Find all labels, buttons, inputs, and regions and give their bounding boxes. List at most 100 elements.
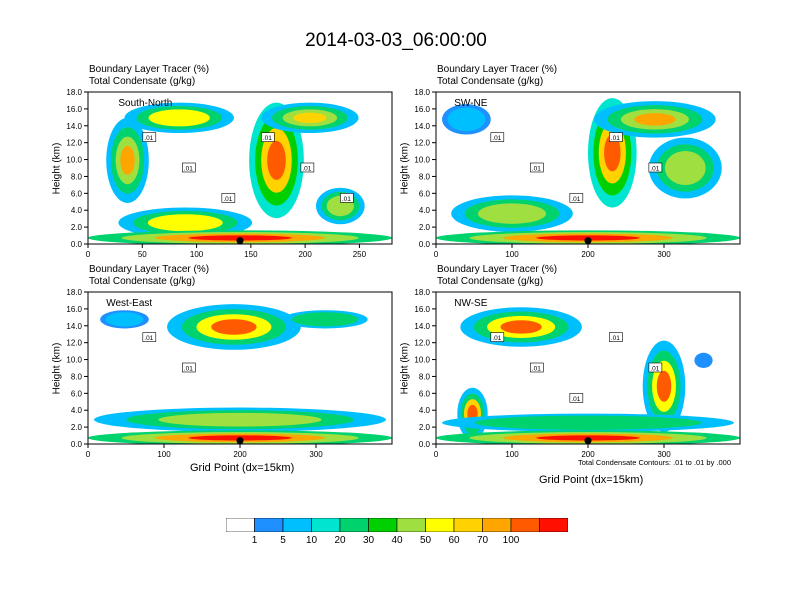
colorbar-swatch xyxy=(254,518,284,532)
tracer-region xyxy=(158,412,322,427)
tracer-region xyxy=(656,370,672,402)
colorbar xyxy=(226,518,568,532)
x-tick-label: 200 xyxy=(233,450,247,459)
colorbar-swatch xyxy=(539,518,568,532)
contour-label: .01 xyxy=(342,196,351,203)
colorbar-label: 50 xyxy=(419,535,432,546)
panel-sw-ne: 0.0 2.0 4.0 6.0 8.0 10.0 12.0 14.0 16.0 18.0 0 100 2… xyxy=(414,88,741,259)
x-tick-label: 0 xyxy=(434,450,439,459)
colorbar-label: 30 xyxy=(362,535,375,546)
panel-label: SW-NE xyxy=(454,98,487,109)
x-tick-label: 300 xyxy=(657,250,671,259)
y-tick-label: 18.0 xyxy=(414,88,430,97)
contour-label: .01 xyxy=(184,366,193,373)
x-tick-label: 100 xyxy=(157,450,171,459)
location-marker xyxy=(584,437,592,445)
y-tick-label: 10.0 xyxy=(414,156,430,165)
tracer-region xyxy=(447,107,486,132)
panel-nw-se: 0.0 2.0 4.0 6.0 8.0 10.0 12.0 14.0 16.0 18.0 0 100 2… xyxy=(414,288,741,459)
x-tick-label: 100 xyxy=(505,450,519,459)
y-tick-label: 2.0 xyxy=(71,423,83,432)
tracer-region xyxy=(694,352,713,368)
x-tick-label: 50 xyxy=(138,250,147,259)
contour-label-box xyxy=(530,362,544,373)
tracer-region xyxy=(500,320,542,334)
y-tick-label: 12.0 xyxy=(414,339,430,348)
contour-label: .01 xyxy=(492,335,501,342)
colorbar-label: 10 xyxy=(305,535,318,546)
contour-label: .01 xyxy=(302,166,311,173)
x-tick-label: 100 xyxy=(505,250,519,259)
contour-label: .01 xyxy=(571,196,580,203)
contour-label-box xyxy=(221,193,236,203)
y-tick-label: 0.0 xyxy=(419,440,431,449)
colorbar-label: 5 xyxy=(280,535,286,546)
tracer-region xyxy=(474,415,702,430)
colorbar-label: 40 xyxy=(391,535,403,546)
panel-title-we: Boundary Layer Tracer (%) Total Condensa… xyxy=(89,264,209,288)
colorbar-swatch xyxy=(339,518,369,532)
contour-label-box xyxy=(261,132,275,142)
y-tick-label: 10.0 xyxy=(66,356,82,365)
contour-note: Total Condensate Contours: .01 to .01 by… xyxy=(578,458,732,467)
y-tick-label: 10.0 xyxy=(414,356,430,365)
y-tick-label: 16.0 xyxy=(414,105,430,114)
y-tick-label: 0.0 xyxy=(71,240,83,249)
colorbar-swatch xyxy=(311,518,341,532)
y-tick-label: 12.0 xyxy=(414,139,430,148)
panel-title-swne: Boundary Layer Tracer (%) Total Condensa… xyxy=(437,64,557,88)
y-tick-label: 12.0 xyxy=(66,339,82,348)
contour-label: .01 xyxy=(571,396,580,403)
x-tick-label: 300 xyxy=(309,450,323,459)
panel-title-line2: Total Condensate (g/kg) xyxy=(437,76,544,87)
y-tick-label: 16.0 xyxy=(66,105,82,114)
x-axis-label: Grid Point (dx=15km) xyxy=(190,462,295,474)
y-tick-label: 8.0 xyxy=(419,372,431,381)
y-tick-label: 2.0 xyxy=(419,223,431,232)
contour-label-box xyxy=(182,162,196,173)
y-tick-label: 6.0 xyxy=(71,189,83,198)
tracer-region xyxy=(604,134,621,172)
panel-label: West-East xyxy=(106,298,152,309)
y-tick-label: 4.0 xyxy=(71,206,83,215)
panel-title-line1: Boundary Layer Tracer (%) xyxy=(437,264,558,275)
contour-label: .01 xyxy=(223,196,232,203)
y-tick-label: 6.0 xyxy=(419,389,431,398)
y-tick-label: 14.0 xyxy=(66,122,82,131)
contour-label-box xyxy=(569,193,584,203)
contour-label: .01 xyxy=(650,166,659,173)
y-tick-label: 8.0 xyxy=(419,172,431,181)
y-tick-label: 14.0 xyxy=(66,322,82,331)
colorbar-swatch xyxy=(368,518,398,532)
contour-label-box xyxy=(569,393,584,403)
contour-label-box xyxy=(530,162,544,173)
contour-label-box xyxy=(609,132,623,142)
x-tick-label: 200 xyxy=(298,250,312,259)
panel-south-north: 0.0 2.0 4.0 6.0 8.0 10.0 12.0 14.0 16.0 18.0 0 50 10… xyxy=(66,88,393,259)
panel-title-line1: Boundary Layer Tracer (%) xyxy=(89,64,210,75)
colorbar-label: 20 xyxy=(334,535,346,546)
heatmap-field xyxy=(436,292,740,444)
panel-title-line2: Total Condensate (g/kg) xyxy=(89,76,196,87)
contour-label-box xyxy=(648,362,663,373)
heatmap-field xyxy=(88,292,392,444)
y-tick-label: 18.0 xyxy=(66,88,82,97)
y-tick-label: 16.0 xyxy=(414,305,430,314)
x-tick-label: 0 xyxy=(86,250,91,259)
colorbar-swatch xyxy=(425,518,455,532)
heatmap-field xyxy=(88,92,392,244)
panel-title-line2: Total Condensate (g/kg) xyxy=(437,276,544,287)
panel-label: South-North xyxy=(118,98,172,109)
tracer-region xyxy=(664,150,706,186)
contour-label: .01 xyxy=(184,166,193,173)
y-tick-label: 12.0 xyxy=(66,139,82,148)
tracer-region xyxy=(147,214,223,232)
tracer-region xyxy=(211,319,257,335)
contour-label: .01 xyxy=(532,166,541,173)
y-tick-label: 6.0 xyxy=(419,189,431,198)
figure-title: 2014-03-03_06:00:00 xyxy=(305,30,487,51)
contour-label-box xyxy=(142,332,157,342)
contour-label-box xyxy=(142,132,157,142)
colorbar-label: 60 xyxy=(448,535,460,546)
contour-label-box xyxy=(300,162,315,173)
